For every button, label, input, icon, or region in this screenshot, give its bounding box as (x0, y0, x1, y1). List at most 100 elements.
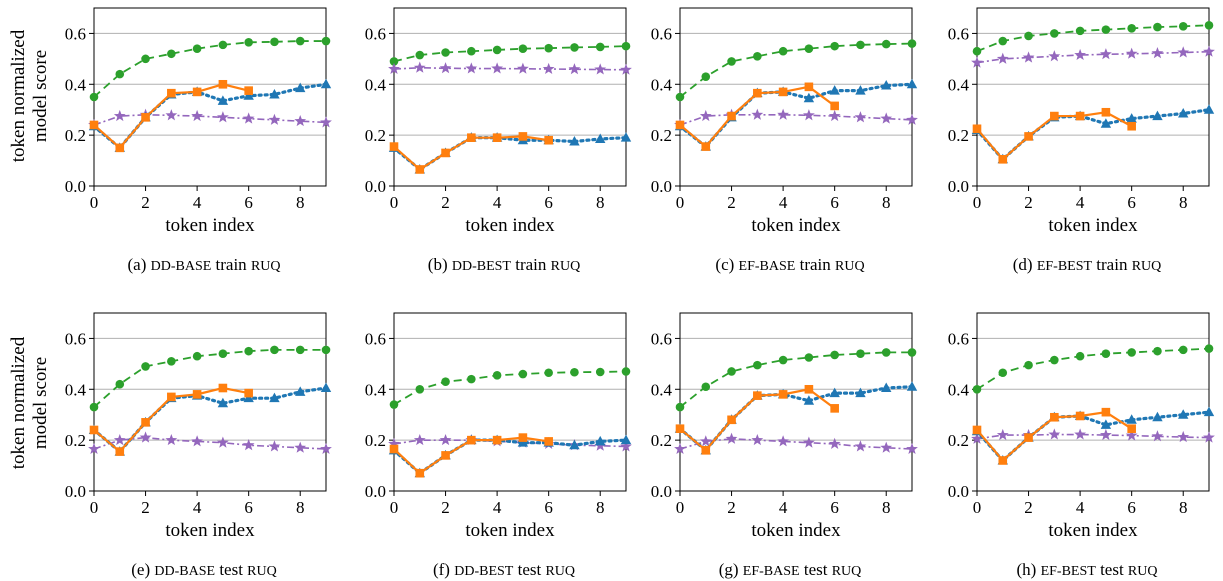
y-tick-label: 0.0 (65, 177, 86, 196)
circle-point (1101, 25, 1111, 34)
square-point (675, 120, 685, 130)
x-axis-label: token index (465, 215, 555, 236)
circle-point (544, 43, 553, 53)
subplot-caption: (a) DD-BASE train RUQ (127, 255, 280, 274)
star-point (413, 61, 426, 73)
circle-point (389, 400, 399, 409)
x-tick-label: 2 (141, 193, 150, 212)
caption-smallcaps: RUQ (247, 564, 277, 579)
circle-point (621, 367, 631, 376)
y-tick-label: 0.4 (65, 75, 87, 94)
caption-text: (b) (428, 255, 452, 274)
x-tick-label: 4 (493, 193, 502, 212)
green-dashed-circle-line (976, 347, 1210, 391)
star-point (268, 113, 281, 125)
caption-smallcaps: EF-BASE (739, 259, 796, 274)
square-point (141, 418, 150, 427)
circle-point (830, 41, 839, 51)
y-tick-label: 0.0 (65, 482, 86, 501)
square-point (972, 124, 982, 134)
circle-point (701, 72, 711, 81)
caption-text: (h) (1017, 560, 1041, 579)
x-tick-label: 8 (1179, 498, 1188, 517)
circle-point (415, 384, 425, 394)
y-tick-label: 0.6 (365, 329, 386, 348)
plot-frame (93, 7, 327, 187)
circle-point (998, 36, 1008, 46)
circle-point (321, 345, 331, 355)
y-tick-label: 0.0 (651, 177, 672, 196)
star-point (828, 109, 841, 122)
caption-text: (a) (127, 255, 150, 274)
triangle-point (881, 80, 892, 90)
circle-point (492, 371, 502, 380)
x-axis-label: token index (165, 215, 255, 236)
y-tick-label: 0.6 (65, 24, 86, 43)
circle-point (727, 367, 736, 376)
square-point (998, 155, 1008, 164)
square-point (467, 133, 476, 142)
triangle-point (1203, 406, 1215, 417)
circle-point (441, 48, 450, 57)
circle-point (167, 357, 176, 366)
triangle-point (569, 136, 580, 146)
circle-point (244, 346, 253, 356)
subplot-b: 0.0 0.2 0.4 0.6 0 2 4 6 8 token index (b) DD-BEST … (365, 7, 632, 274)
circle-point (467, 374, 476, 384)
star-point (216, 436, 229, 448)
plot-frame (393, 7, 627, 187)
y-tick-label: 0.4 (365, 75, 387, 94)
star-point (1048, 50, 1061, 62)
square-point (778, 390, 788, 399)
triangle-point (855, 85, 866, 95)
star-point (568, 63, 581, 75)
y-axis-label-bottom-line2: model score (30, 357, 51, 449)
star-point (1177, 430, 1190, 443)
square-point (192, 87, 202, 97)
y-tick-label: 0.2 (948, 126, 969, 145)
x-tick-label: 0 (676, 498, 685, 517)
y-tick-label: 0.6 (948, 329, 969, 348)
triangle-point (803, 92, 815, 103)
triangle-point (295, 82, 306, 93)
star-point (854, 440, 867, 452)
circle-point (675, 402, 685, 412)
star-point (1074, 428, 1087, 440)
square-point (389, 444, 399, 454)
circle-point (518, 44, 528, 53)
circle-point (115, 379, 125, 389)
x-tick-label: 4 (193, 498, 202, 517)
caption-smallcaps: DD-BEST (454, 564, 514, 579)
circle-point (570, 367, 579, 377)
x-tick-label: 4 (779, 193, 788, 212)
triangle-point (320, 78, 332, 89)
circle-point (972, 384, 982, 394)
caption-smallcaps: RUQ (835, 259, 865, 274)
star-point (996, 428, 1009, 441)
star-point (906, 113, 918, 125)
triangle-point (1203, 104, 1215, 114)
y-tick-label: 0.0 (365, 177, 386, 196)
star-point (439, 62, 452, 74)
y-tick-label: 0.2 (651, 126, 672, 145)
square-point (89, 120, 99, 130)
circle-point (1153, 346, 1162, 356)
circle-point (167, 49, 176, 59)
star-point (828, 437, 841, 449)
square-point (1127, 121, 1136, 131)
star-point (1125, 47, 1138, 59)
circle-point (1024, 31, 1033, 41)
x-tick-label: 0 (390, 498, 399, 517)
plot-frame (976, 7, 1210, 187)
blue-dotted-triangle-line (678, 82, 914, 149)
x-tick-label: 0 (973, 498, 982, 517)
square-point (753, 391, 762, 400)
square-point (218, 383, 228, 393)
x-axis-label: token index (1048, 215, 1138, 236)
circle-point (270, 37, 279, 47)
triangle-point (829, 85, 840, 95)
square-point (1101, 107, 1111, 117)
triangle-point (620, 434, 632, 445)
x-tick-label: 8 (296, 193, 305, 212)
x-tick-label: 2 (1024, 498, 1033, 517)
